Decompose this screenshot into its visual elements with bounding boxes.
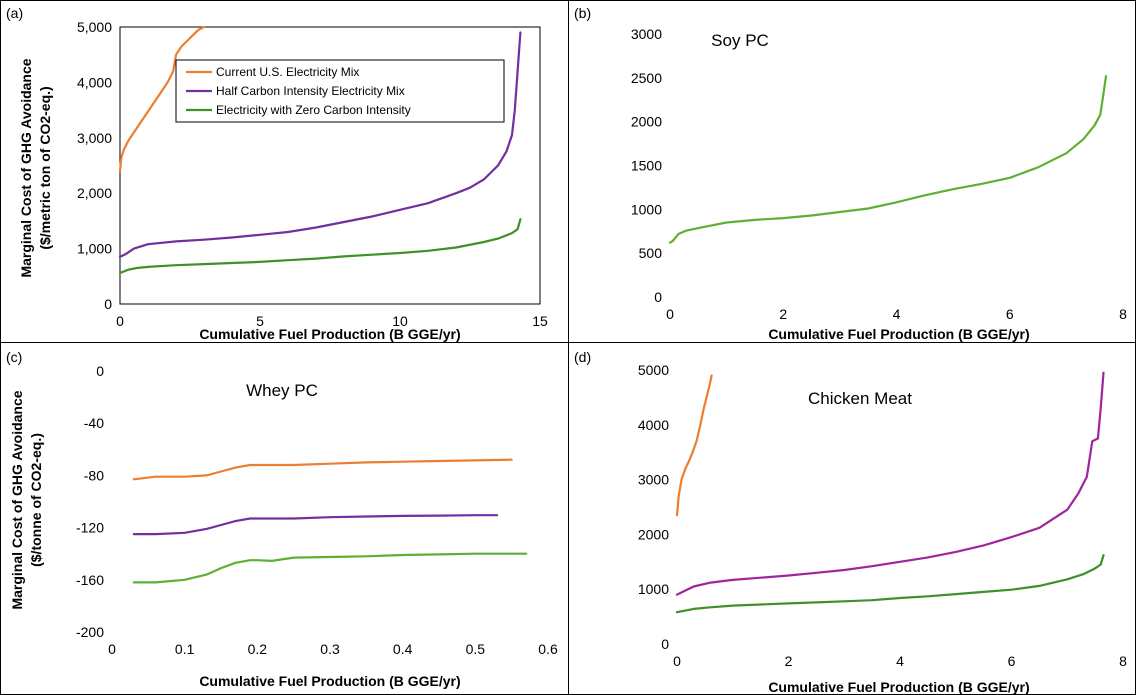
x-tick-label-c: 0.5 (466, 641, 486, 657)
x-tick-label-c: 0.4 (393, 641, 413, 657)
y-tick-label-a: 3,000 (77, 130, 112, 146)
legend-label-half: Half Carbon Intensity Electricity Mix (216, 84, 405, 98)
series-line-a-2 (118, 218, 522, 275)
y-tick-label-b: 1500 (631, 158, 662, 174)
x-axis-label-b: Cumulative Fuel Production (B GGE/yr) (768, 326, 1029, 342)
x-tick-label-b: 4 (893, 306, 901, 322)
y-tick-label-a: 4,000 (77, 74, 112, 90)
x-tick-label-a: 10 (392, 313, 408, 329)
y-tick-label-b: 500 (639, 245, 663, 261)
y-tick-label-d: 5000 (638, 362, 669, 378)
y-axis-label-c-line2: ($/tonne of CO2-eq.) (28, 433, 44, 567)
y-tick-label-c: -80 (84, 467, 104, 483)
y-tick-label-b: 2500 (631, 70, 662, 86)
legend-label-current: Current U.S. Electricity Mix (216, 65, 359, 79)
series-line-d-2 (675, 554, 1105, 614)
y-tick-label-d: 0 (661, 636, 669, 652)
series-line-d-0 (675, 374, 713, 517)
series-line-a-1 (118, 31, 522, 258)
panel-letter-a: (a) (6, 5, 23, 21)
series-line-b-0 (668, 74, 1108, 244)
plot-area-c: -200 -160 -120 -80 -40 0 0 0.1 0.2 0.3 0.4 0.5 0.6 (76, 363, 558, 657)
x-tick-label-d: 6 (1008, 653, 1016, 669)
y-axis-label-a-line1: Marginal Cost of GHG Avoidance (18, 58, 34, 277)
panel-title-d: Chicken Meat (808, 389, 912, 408)
y-tick-label-d: 3000 (638, 472, 669, 488)
y-tick-label-b: 3000 (631, 26, 662, 42)
x-tick-label-b: 0 (666, 306, 674, 322)
y-tick-label-b: 1000 (631, 201, 662, 217)
y-tick-label-b: 2000 (631, 114, 662, 130)
x-tick-label-a: 0 (116, 313, 124, 329)
x-tick-label-a: 15 (532, 313, 548, 329)
x-tick-label-c: 0.6 (538, 641, 558, 657)
y-tick-label-a: 2,000 (77, 185, 112, 201)
y-tick-label-c: -120 (76, 520, 104, 536)
x-tick-label-b: 2 (779, 306, 787, 322)
y-axis-label-a-line2: ($/metric ton of CO2-eq.) (37, 86, 53, 249)
x-tick-label-b: 6 (1006, 306, 1014, 322)
x-tick-label-d: 0 (673, 653, 681, 669)
plot-area-b: 0 500 1000 1500 2000 2500 3000 0 2 4 6 8 (631, 26, 1127, 322)
plot-area-a: 0 1,000 2,000 3,000 4,000 5,000 0 5 10 15 (77, 19, 548, 329)
x-tick-label-c: 0 (108, 641, 116, 657)
y-tick-label-c: -160 (76, 572, 104, 588)
x-tick-label-b: 8 (1119, 306, 1127, 322)
x-tick-label-d: 8 (1119, 653, 1127, 669)
x-tick-label-d: 4 (896, 653, 904, 669)
series-line-c-0 (132, 458, 513, 481)
y-tick-label-a: 0 (104, 296, 112, 312)
panel-title-c: Whey PC (246, 381, 318, 400)
y-axis-label-c-line1: Marginal Cost of GHG Avoidance (9, 390, 25, 609)
panel-title-b: Soy PC (711, 31, 769, 50)
y-tick-label-d: 4000 (638, 417, 669, 433)
y-tick-label-c: -40 (84, 415, 104, 431)
series-line-c-1 (132, 514, 499, 536)
y-tick-label-a: 5,000 (77, 19, 112, 35)
legend-label-zero: Electricity with Zero Carbon Intensity (216, 103, 411, 117)
x-tick-label-c: 0.1 (175, 641, 195, 657)
series-line-c-2 (132, 552, 528, 584)
x-tick-label-a: 5 (256, 313, 264, 329)
series-line-a-0 (118, 25, 206, 173)
y-tick-label-c: 0 (96, 363, 104, 379)
x-axis-label-a: Cumulative Fuel Production (B GGE/yr) (199, 326, 460, 342)
x-axis-label-d: Cumulative Fuel Production (B GGE/yr) (768, 679, 1029, 695)
y-tick-label-b: 0 (654, 289, 662, 305)
legend-box (175, 59, 505, 123)
x-tick-label-c: 0.3 (320, 641, 340, 657)
panel-letter-c: (c) (6, 349, 22, 365)
y-tick-label-c: -200 (76, 624, 104, 640)
panel-frame-a (0, 0, 569, 343)
panel-letter-b: (b) (574, 5, 591, 21)
x-axis-label-c: Cumulative Fuel Production (B GGE/yr) (199, 673, 460, 689)
y-tick-label-d: 1000 (638, 581, 669, 597)
panel-letter-d: (d) (574, 349, 591, 365)
x-tick-label-d: 2 (785, 653, 793, 669)
plot-area-d: 0 1000 2000 3000 4000 5000 0 2 4 6 8 (638, 362, 1127, 669)
series-line-d-1 (675, 371, 1105, 596)
y-tick-label-a: 1,000 (77, 241, 112, 257)
x-tick-label-c: 0.2 (248, 641, 268, 657)
y-tick-label-d: 2000 (638, 526, 669, 542)
legend: Current U.S. Electricity Mix Half Carbon… (175, 59, 505, 123)
